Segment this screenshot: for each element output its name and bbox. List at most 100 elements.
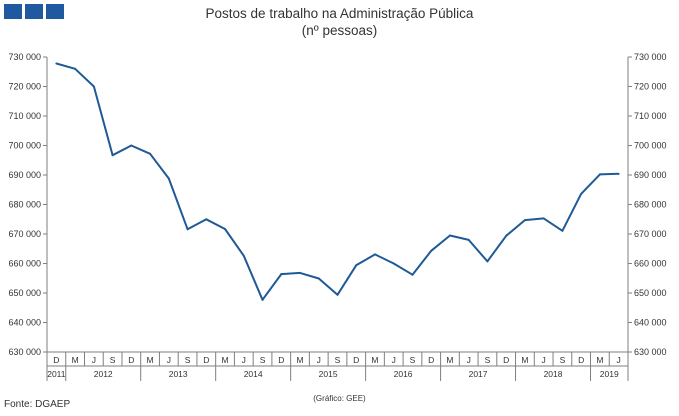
- logo-square-2: [25, 4, 43, 19]
- y-tick-label-left: 720 000: [8, 82, 41, 92]
- chart-title: Postos de trabalho na Administração Públ…: [205, 6, 474, 21]
- y-tick-label-left: 700 000: [8, 141, 41, 151]
- x-tick-label: S: [485, 355, 491, 365]
- data-point: [167, 177, 170, 180]
- x-tick-label: D: [503, 355, 509, 365]
- x-tick-label: M: [596, 355, 603, 365]
- data-point: [336, 293, 339, 296]
- x-tick-label: M: [147, 355, 154, 365]
- y-tick-label-left: 660 000: [8, 259, 41, 269]
- year-label: 2018: [544, 369, 563, 379]
- x-tick-label: D: [53, 355, 59, 365]
- x-tick-label: D: [578, 355, 584, 365]
- y-tick-label-right: 700 000: [634, 141, 667, 151]
- x-tick-label: D: [353, 355, 359, 365]
- data-point: [561, 229, 564, 232]
- x-tick-label: S: [335, 355, 341, 365]
- data-point: [523, 219, 526, 222]
- y-tick-label-right: 680 000: [634, 200, 667, 210]
- chart-credit: (Gráfico: GEE): [313, 394, 366, 403]
- data-point: [74, 67, 77, 70]
- data-point: [149, 152, 152, 155]
- year-label: 2015: [319, 369, 338, 379]
- data-point: [224, 227, 227, 230]
- x-tick-label: J: [242, 355, 246, 365]
- data-point: [505, 234, 508, 237]
- x-tick-label: D: [128, 355, 134, 365]
- data-point: [392, 262, 395, 265]
- x-tick-label: S: [410, 355, 416, 365]
- y-tick-label-left: 650 000: [8, 288, 41, 298]
- data-point: [111, 154, 114, 157]
- y-tick-label-right: 730 000: [634, 52, 667, 62]
- y-tick-label-left: 640 000: [8, 318, 41, 328]
- data-point: [373, 253, 376, 256]
- x-tick-label: J: [92, 355, 96, 365]
- x-tick-label: J: [542, 355, 546, 365]
- x-tick-label: J: [392, 355, 396, 365]
- year-label: 2019: [600, 369, 619, 379]
- x-tick-label: J: [617, 355, 621, 365]
- data-point: [617, 172, 620, 175]
- x-tick-label: S: [560, 355, 566, 365]
- x-tick-label: D: [203, 355, 209, 365]
- x-tick-label: M: [222, 355, 229, 365]
- data-point: [186, 228, 189, 231]
- x-tick-label: J: [167, 355, 171, 365]
- chart-subtitle: (nº pessoas): [301, 23, 378, 38]
- series-line: [56, 62, 619, 301]
- year-label: 2012: [94, 369, 113, 379]
- y-tick-label-left: 630 000: [8, 347, 41, 357]
- x-tick-label: M: [72, 355, 79, 365]
- x-tick-label: S: [260, 355, 266, 365]
- data-point: [486, 260, 489, 263]
- year-label: 2014: [244, 369, 263, 379]
- year-label: 2016: [394, 369, 413, 379]
- x-tick-label: D: [278, 355, 284, 365]
- data-point: [598, 173, 601, 176]
- y-tick-label-right: 690 000: [634, 170, 667, 180]
- y-tick-label-left: 730 000: [8, 52, 41, 62]
- data-point: [580, 192, 583, 195]
- x-tick-label: S: [110, 355, 116, 365]
- logo: [4, 4, 64, 19]
- data-point: [205, 218, 208, 221]
- y-tick-label-right: 720 000: [634, 82, 667, 92]
- x-tick-label: S: [185, 355, 191, 365]
- year-label: 2017: [469, 369, 488, 379]
- y-tick-label-left: 710 000: [8, 111, 41, 121]
- year-label: 2011: [47, 369, 66, 379]
- data-point: [261, 298, 264, 301]
- data-point: [299, 271, 302, 274]
- data-point: [448, 234, 451, 237]
- x-tick-label: J: [317, 355, 321, 365]
- data-point: [355, 264, 358, 267]
- logo-square-3: [46, 4, 64, 19]
- y-tick-label-left: 690 000: [8, 170, 41, 180]
- x-tick-label: M: [446, 355, 453, 365]
- y-tick-label-right: 660 000: [634, 259, 667, 269]
- logo-square-1: [4, 4, 22, 19]
- source-note: Fonte: DGAEP: [4, 399, 71, 410]
- x-tick-label: D: [428, 355, 434, 365]
- data-point: [55, 62, 58, 65]
- data-point: [467, 238, 470, 241]
- data-point: [430, 249, 433, 252]
- data-point: [317, 277, 320, 280]
- y-tick-label-right: 670 000: [634, 229, 667, 239]
- data-point: [130, 144, 133, 147]
- y-tick-label-right: 630 000: [634, 347, 667, 357]
- data-point: [411, 273, 414, 276]
- data-point: [92, 85, 95, 88]
- data-point: [242, 254, 245, 257]
- y-tick-label-right: 640 000: [634, 318, 667, 328]
- x-tick-label: J: [467, 355, 471, 365]
- y-tick-label-left: 670 000: [8, 229, 41, 239]
- year-label: 2013: [169, 369, 188, 379]
- y-tick-label-right: 710 000: [634, 111, 667, 121]
- x-tick-label: M: [521, 355, 528, 365]
- x-tick-label: M: [371, 355, 378, 365]
- y-tick-label-right: 650 000: [634, 288, 667, 298]
- data-point: [280, 273, 283, 276]
